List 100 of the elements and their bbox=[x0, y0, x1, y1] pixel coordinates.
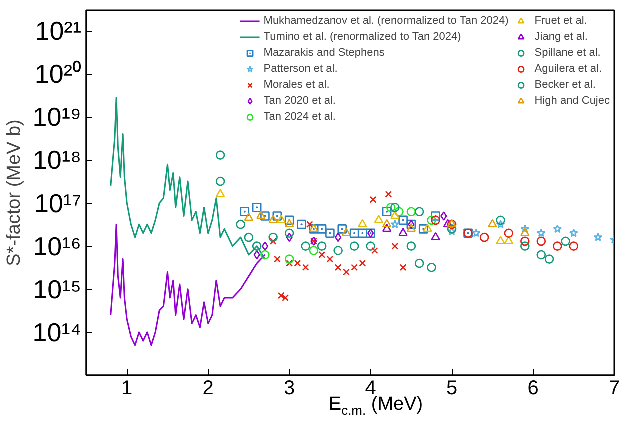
point bbox=[256, 210, 266, 220]
y-tick-label: 10¹⁴ bbox=[32, 317, 82, 348]
x-tick-label: 5 bbox=[446, 378, 458, 400]
point bbox=[334, 264, 342, 272]
legend-label: Mazarakis and Stephens bbox=[264, 46, 385, 60]
legend-label: High and Cujec bbox=[534, 94, 610, 108]
point bbox=[342, 228, 352, 236]
y-tick-label: 10¹⁸ bbox=[32, 145, 82, 176]
point bbox=[350, 228, 360, 238]
x-tick-label: 3 bbox=[284, 378, 296, 400]
legend-label: Mukhamedzanov et al. (renormalized to Tan 2024) bbox=[264, 14, 509, 28]
point bbox=[326, 228, 335, 238]
y-tick-label: 10¹⁹ bbox=[32, 102, 82, 132]
point bbox=[536, 228, 546, 238]
y-tick-label: 10¹⁵ bbox=[33, 274, 82, 304]
point bbox=[351, 264, 358, 272]
point bbox=[520, 228, 530, 236]
point bbox=[406, 242, 416, 251]
y-tick-label: 10¹⁶ bbox=[33, 231, 82, 262]
point bbox=[382, 224, 392, 232]
point bbox=[284, 228, 294, 238]
y-tick-label: 10¹⁷ bbox=[34, 188, 82, 218]
point bbox=[423, 224, 432, 232]
legend-label: Patterson et al. bbox=[264, 62, 338, 76]
point bbox=[284, 216, 294, 226]
legend-label: Jiang et al. bbox=[534, 30, 588, 44]
point bbox=[366, 242, 376, 251]
point bbox=[317, 224, 327, 234]
point bbox=[301, 242, 310, 251]
point bbox=[270, 238, 277, 245]
point bbox=[216, 176, 226, 186]
point bbox=[302, 264, 310, 272]
y-tick-label: 10²⁰ bbox=[34, 59, 82, 90]
point bbox=[374, 215, 384, 224]
point bbox=[394, 207, 404, 217]
point bbox=[252, 242, 262, 251]
point bbox=[561, 236, 570, 246]
point bbox=[252, 203, 262, 212]
point bbox=[358, 228, 368, 238]
point bbox=[553, 224, 562, 234]
legend-label: Fruet et al. bbox=[534, 14, 588, 28]
point bbox=[309, 246, 319, 256]
point bbox=[440, 212, 448, 221]
point bbox=[284, 219, 294, 228]
point bbox=[569, 242, 579, 251]
point bbox=[427, 216, 436, 226]
x-tick-label: 7 bbox=[608, 378, 620, 400]
legend-label: Morales et al. bbox=[264, 78, 330, 92]
point bbox=[390, 220, 400, 228]
point bbox=[350, 242, 360, 251]
point bbox=[244, 212, 254, 222]
y-axis-title: S*-factor (MeV b) bbox=[4, 120, 25, 266]
point bbox=[504, 236, 514, 244]
point bbox=[414, 207, 424, 217]
point bbox=[244, 232, 254, 242]
x-tick-label: 2 bbox=[202, 378, 214, 400]
x-axis-title: E$_{c.m.}$ (MeV) bbox=[328, 394, 424, 420]
point bbox=[544, 254, 554, 264]
point bbox=[317, 242, 327, 251]
point bbox=[371, 247, 378, 254]
legend-label: Aguilera et al. bbox=[534, 62, 602, 76]
point bbox=[306, 221, 314, 228]
point bbox=[278, 292, 285, 300]
legend-label: Spillane et al. bbox=[534, 46, 601, 60]
point bbox=[359, 260, 366, 267]
point bbox=[297, 220, 306, 230]
point bbox=[370, 196, 377, 204]
point bbox=[520, 224, 530, 234]
point bbox=[536, 236, 546, 246]
point bbox=[594, 232, 603, 242]
point bbox=[406, 224, 416, 232]
point bbox=[398, 216, 408, 226]
point bbox=[240, 207, 250, 217]
line-series bbox=[110, 224, 266, 346]
point bbox=[382, 219, 392, 228]
point bbox=[385, 191, 392, 198]
point bbox=[496, 220, 506, 228]
point bbox=[284, 254, 294, 264]
point bbox=[418, 224, 428, 234]
point bbox=[569, 228, 578, 238]
x-tick-label: 6 bbox=[528, 378, 539, 400]
point bbox=[400, 264, 407, 272]
point bbox=[334, 246, 343, 256]
point bbox=[386, 203, 396, 212]
point bbox=[216, 189, 226, 198]
legend-label: Becker et al. bbox=[534, 78, 596, 92]
point bbox=[496, 236, 506, 244]
point bbox=[335, 232, 342, 242]
point bbox=[398, 228, 408, 236]
point bbox=[236, 220, 246, 230]
point bbox=[338, 224, 348, 234]
point bbox=[286, 232, 293, 242]
point bbox=[358, 219, 368, 228]
legend-label: Tumino et al. (renormalized to Tan 2024) bbox=[264, 30, 462, 44]
point bbox=[254, 250, 260, 260]
point bbox=[268, 215, 278, 224]
point bbox=[392, 242, 399, 250]
point bbox=[431, 216, 440, 226]
point bbox=[431, 212, 440, 221]
point bbox=[272, 212, 282, 221]
